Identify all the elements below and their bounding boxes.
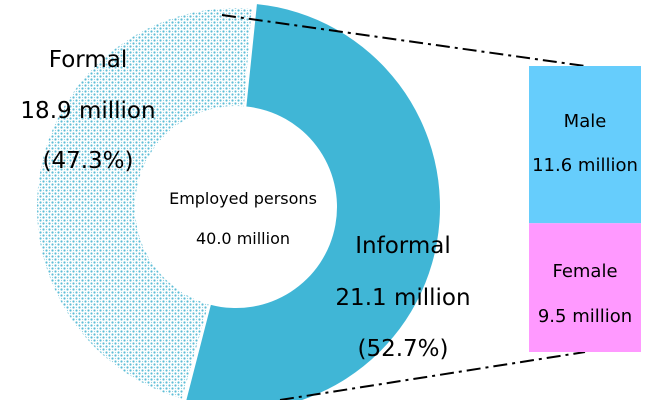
female-label-value: 9.5 million xyxy=(538,306,632,327)
formal-label-percent: (47.3%) xyxy=(42,148,133,174)
female-label-name: Female xyxy=(552,261,617,282)
slice-informal xyxy=(186,4,440,400)
male-label-name: Male xyxy=(564,111,607,132)
center-label-line2: 40.0 million xyxy=(196,229,290,248)
informal-label-name: Informal xyxy=(355,233,450,259)
bar-segment-male xyxy=(529,66,641,224)
center-label-line1: Employed persons xyxy=(169,189,317,208)
formal-label-value: 18.9 million xyxy=(20,98,155,124)
slice-formal xyxy=(37,8,252,399)
informal-label-value: 21.1 million xyxy=(335,285,470,311)
breakdown-bar xyxy=(529,66,641,352)
donut-slices xyxy=(37,4,440,400)
informal-label-percent: (52.7%) xyxy=(357,336,448,362)
connector-line-top xyxy=(221,14,586,67)
bar-segment-female xyxy=(529,223,641,352)
male-label-value: 11.6 million xyxy=(532,155,638,176)
formal-label-name: Formal xyxy=(49,47,127,73)
connector-line-bottom xyxy=(279,351,586,400)
